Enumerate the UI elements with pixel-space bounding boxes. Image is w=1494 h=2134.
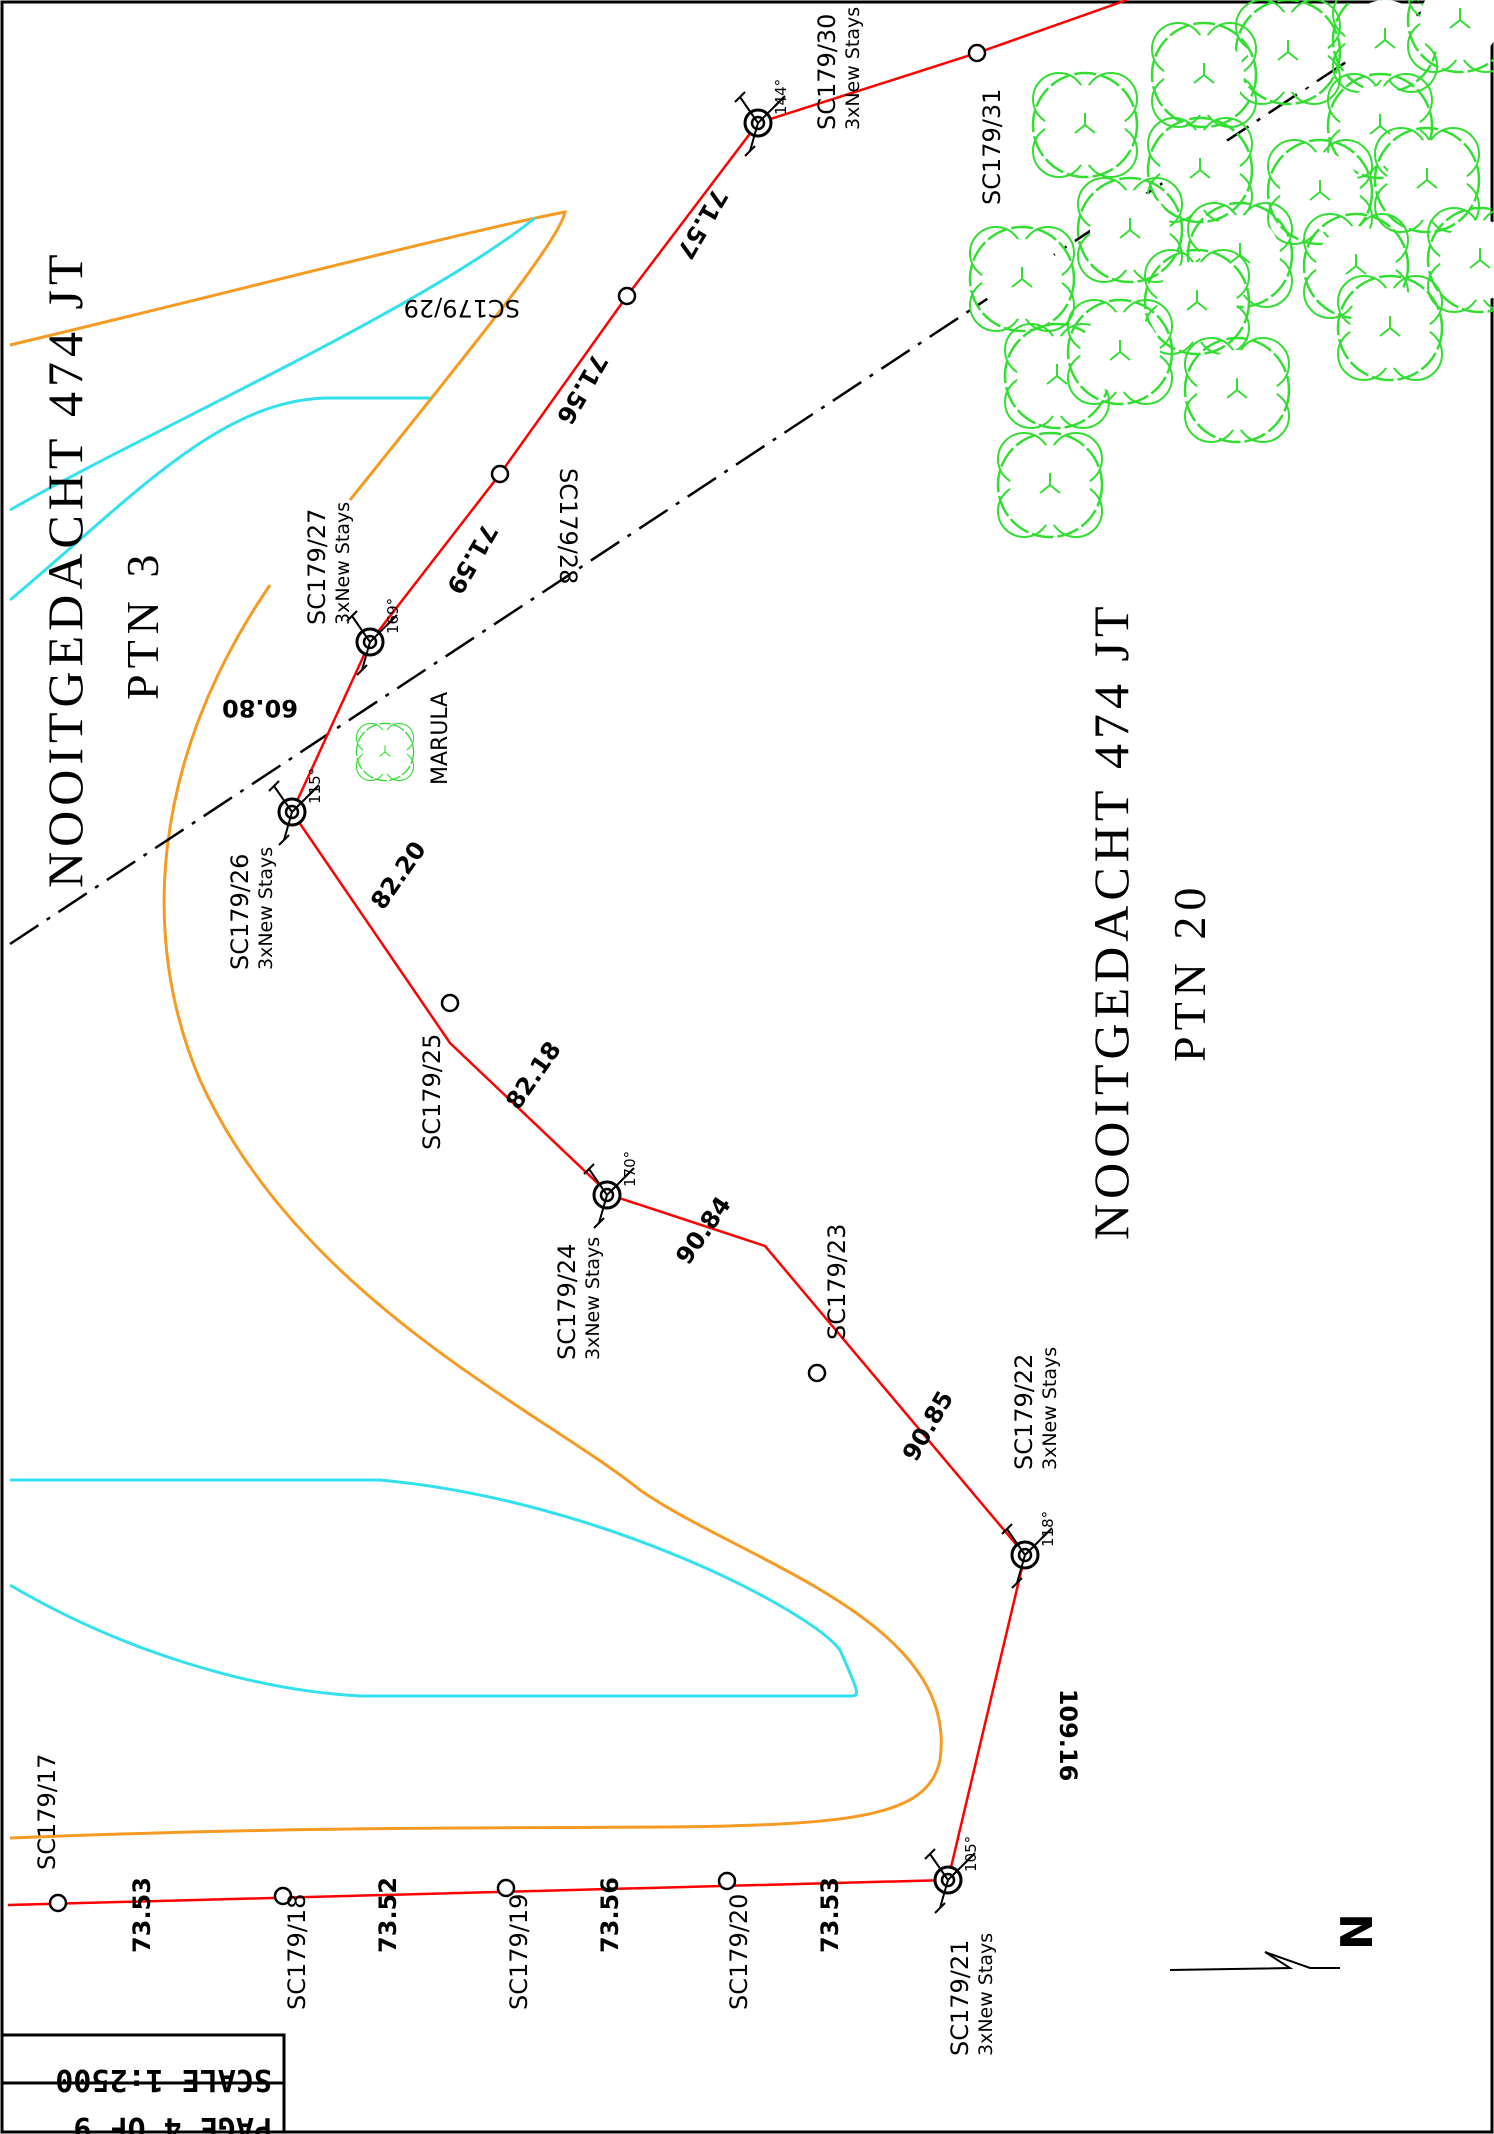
pole-label: SC179/20 xyxy=(725,1894,753,2010)
span-length: 82.18 xyxy=(500,1036,566,1114)
tree-icon xyxy=(1426,206,1494,314)
span-length: 60.80 xyxy=(222,694,298,722)
pole-label: SC179/19 xyxy=(505,1894,533,2010)
pole-label: SC179/25 xyxy=(418,1034,446,1150)
span-length: 109.16 xyxy=(1054,1689,1082,1782)
tree-icon xyxy=(996,431,1104,539)
span-length: 73.56 xyxy=(596,1877,624,1953)
farm-name-ptn20: NOOITGEDACHT 474 JT xyxy=(1083,602,1139,1240)
pole-label: SC179/23 xyxy=(823,1224,851,1340)
marula-tree-icon xyxy=(355,722,415,782)
pole-SC179-29: SC179/29 xyxy=(404,286,637,322)
tree-icon xyxy=(1031,71,1139,179)
pole-label: SC179/31 xyxy=(978,89,1006,205)
pole-label: SC179/30 xyxy=(813,14,841,130)
pole-icon xyxy=(967,43,987,63)
spans-layer: 73.53 73.52 73.56 73.53 109.16 90.85 90.84 82.1… xyxy=(128,184,1082,1953)
tree-icon xyxy=(1183,336,1291,444)
north-arrow-icon: N xyxy=(1169,1913,1383,1971)
tree-icon xyxy=(968,225,1076,333)
page-label: PAGE 4 OF 9 xyxy=(73,2110,272,2134)
water-channel-north-2 xyxy=(9,396,430,602)
marula-label: MARULA xyxy=(428,692,453,785)
pole-SC179-19: SC179/19 xyxy=(496,1878,533,2010)
span-length: 90.85 xyxy=(897,1386,959,1466)
pole-SC179-25: SC179/25 xyxy=(418,993,460,1150)
pole-icon xyxy=(273,1886,293,1906)
pole-label: SC179/29 xyxy=(404,294,520,322)
tree-icon xyxy=(1076,176,1184,284)
pole-label: SC179/27 xyxy=(303,509,331,625)
water-channel-north xyxy=(9,216,536,512)
pole-icon xyxy=(48,1893,68,1913)
deflection-angle: 115° xyxy=(306,768,324,804)
deflection-angle: 170° xyxy=(621,1151,639,1187)
pole-icon xyxy=(617,286,637,306)
pole-label: SC179/21 xyxy=(946,1940,974,2056)
deflection-angle: 144° xyxy=(772,79,790,115)
tree-icon xyxy=(1066,298,1174,406)
scale-label: SCALE 1:2500 xyxy=(55,2062,272,2097)
tree-cluster xyxy=(968,0,1494,539)
pole-label: SC179/28 xyxy=(554,468,582,584)
stays-label: 3xNew Stays xyxy=(582,1237,604,1360)
pole-label: SC179/24 xyxy=(553,1244,581,1360)
power-line xyxy=(7,0,1128,1907)
pole-SC179-26: 115° SC179/26 3xNew Stays xyxy=(226,768,324,970)
span-length: 73.53 xyxy=(816,1877,844,1953)
title-block: SCALE 1:2500 PAGE 4 OF 9 xyxy=(0,2033,286,2134)
farm-name-ptn3: NOOITGEDACHT 474 JT xyxy=(37,250,93,888)
pole-SC179-23: SC179/23 xyxy=(807,1224,851,1383)
tree-icon xyxy=(1336,274,1444,382)
stays-label: 3xNew Stays xyxy=(975,1933,997,2056)
deflection-angle: 118° xyxy=(1039,1511,1057,1547)
stays-label: 3xNew Stays xyxy=(842,7,864,130)
span-length: 73.52 xyxy=(374,1877,402,1953)
pole-SC179-28: SC179/28 xyxy=(490,464,582,584)
pole-SC179-21: 105° SC179/21 3xNew Stays xyxy=(924,1836,997,2056)
stays-label: 3xNew Stays xyxy=(1039,1347,1061,1470)
pole-SC179-18: SC179/18 xyxy=(273,1886,311,2010)
portion-ptn20: PTN 20 xyxy=(1164,882,1215,1062)
pole-icon xyxy=(440,993,460,1013)
stays-label: 3xNew Stays xyxy=(332,502,354,625)
pole-SC179-20: SC179/20 xyxy=(717,1871,753,2010)
deflection-angle: 105° xyxy=(962,1836,980,1872)
pole-icon xyxy=(717,1871,737,1891)
pole-SC179-22: 118° SC179/22 3xNew Stays xyxy=(1001,1347,1061,1589)
river-bank-main xyxy=(9,584,943,1840)
pole-label: SC179/26 xyxy=(226,854,254,970)
deflection-angle: 169° xyxy=(384,598,402,634)
pole-icon xyxy=(490,464,510,484)
stays-label: 3xNew Stays xyxy=(255,847,277,970)
span-length: 71.59 xyxy=(441,519,503,599)
pole-SC179-31: SC179/31 xyxy=(967,43,1006,205)
river-bank-outer-north xyxy=(9,210,567,501)
span-length: 90.84 xyxy=(670,1191,736,1269)
span-length: 73.53 xyxy=(128,1877,156,1953)
water-channel-south xyxy=(9,1478,858,1698)
pole-label: SC179/17 xyxy=(33,1754,61,1870)
north-label: N xyxy=(1332,1913,1383,1950)
pole-label: SC179/22 xyxy=(1010,1354,1038,1470)
poles-layer: SC179/17 SC179/18 SC179/19 SC179/20 105° SC17… xyxy=(33,7,1061,2056)
pole-label: SC179/18 xyxy=(283,1894,311,2010)
pole-SC179-24: 170° SC179/24 3xNew Stays xyxy=(553,1151,639,1360)
pole-icon xyxy=(807,1363,827,1383)
pole-SC179-17: SC179/17 xyxy=(33,1754,68,1913)
pole-icon xyxy=(496,1878,516,1898)
portion-ptn3: PTN 3 xyxy=(117,549,168,700)
pole-SC179-27: 169° SC179/27 3xNew Stays xyxy=(303,502,402,676)
pole-SC179-30: 144° SC179/30 3xNew Stays xyxy=(734,7,864,157)
property-boundary xyxy=(9,0,1441,946)
span-length: 82.20 xyxy=(365,836,431,914)
